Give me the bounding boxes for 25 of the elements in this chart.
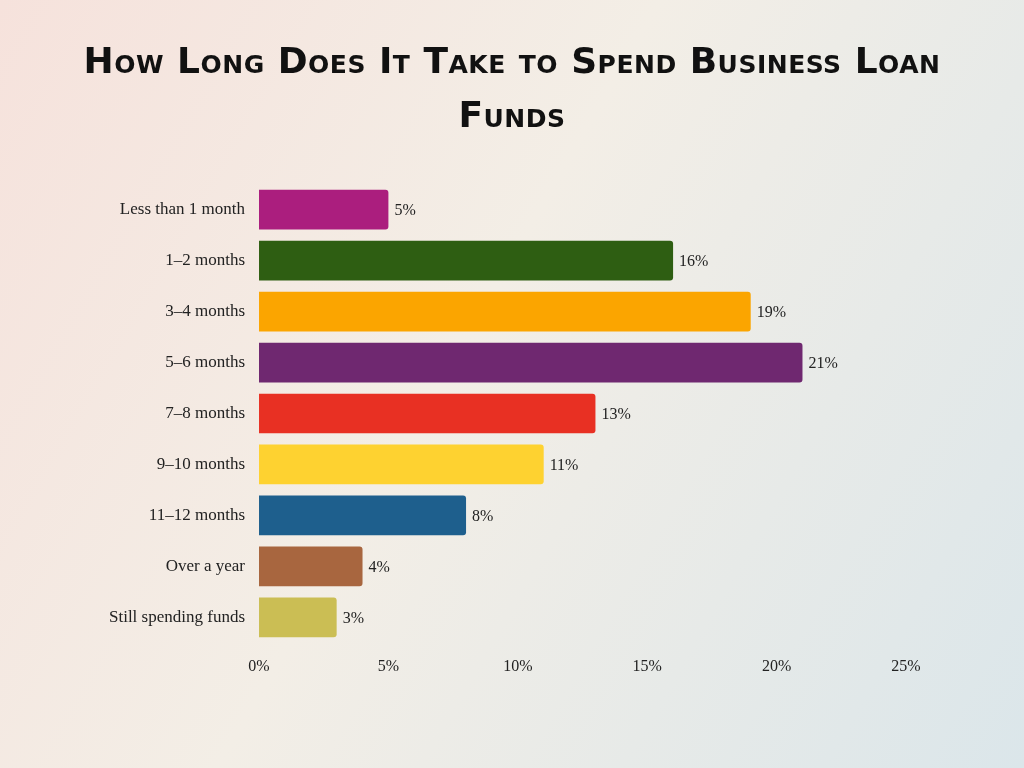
y-tick-label: 1–2 months xyxy=(165,250,246,270)
y-tick-label: 3–4 months xyxy=(165,301,246,321)
x-tick-label: 0% xyxy=(248,656,270,674)
y-tick-label: Less than 1 month xyxy=(119,199,246,219)
x-tick-label: 15% xyxy=(632,656,662,674)
y-tick-label: Over a year xyxy=(165,555,246,575)
data-label: 5% xyxy=(394,200,416,218)
y-tick-label: Still spending funds xyxy=(108,606,246,626)
data-label: 4% xyxy=(368,557,390,575)
y-tick-label: 11–12 months xyxy=(148,504,246,524)
data-label: 19% xyxy=(756,302,787,320)
y-tick-label: 9–10 months xyxy=(156,453,246,473)
x-tick-label: 20% xyxy=(761,656,792,674)
data-label: 11% xyxy=(549,455,579,473)
data-label: 13% xyxy=(601,404,631,422)
data-label: 21% xyxy=(808,353,838,371)
y-tick-label: 7–8 months xyxy=(165,402,246,422)
data-label: 3% xyxy=(342,608,364,626)
chart-title: How Long Does It Take to Spend Business Loan Funds xyxy=(82,39,942,137)
x-tick-label: 5% xyxy=(377,656,400,674)
data-label: 8% xyxy=(472,506,494,524)
x-tick-label: 10% xyxy=(503,656,533,674)
data-label: 16% xyxy=(679,251,709,269)
y-tick-label: 5–6 months xyxy=(165,352,246,372)
x-tick-label: 25% xyxy=(891,656,921,674)
